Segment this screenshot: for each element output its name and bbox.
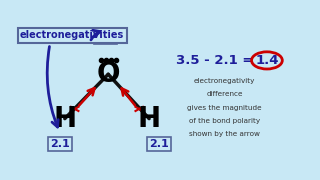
Text: 2.1: 2.1: [50, 139, 70, 148]
Text: 3.5 - 2.1 =: 3.5 - 2.1 =: [176, 54, 259, 67]
Text: difference: difference: [206, 91, 243, 97]
Text: of the bond polarity: of the bond polarity: [189, 118, 260, 124]
Text: H: H: [138, 105, 161, 133]
Text: 2.1: 2.1: [149, 139, 169, 148]
Text: 3.5: 3.5: [96, 32, 116, 42]
Text: H: H: [53, 105, 76, 133]
Text: 1.4: 1.4: [255, 54, 279, 67]
Text: electronegativities: electronegativities: [20, 30, 124, 40]
Text: shown by the arrow: shown by the arrow: [189, 131, 260, 137]
Text: electronegativity: electronegativity: [194, 78, 255, 84]
Text: gives the magnitude: gives the magnitude: [188, 105, 262, 111]
Text: O: O: [96, 60, 120, 88]
